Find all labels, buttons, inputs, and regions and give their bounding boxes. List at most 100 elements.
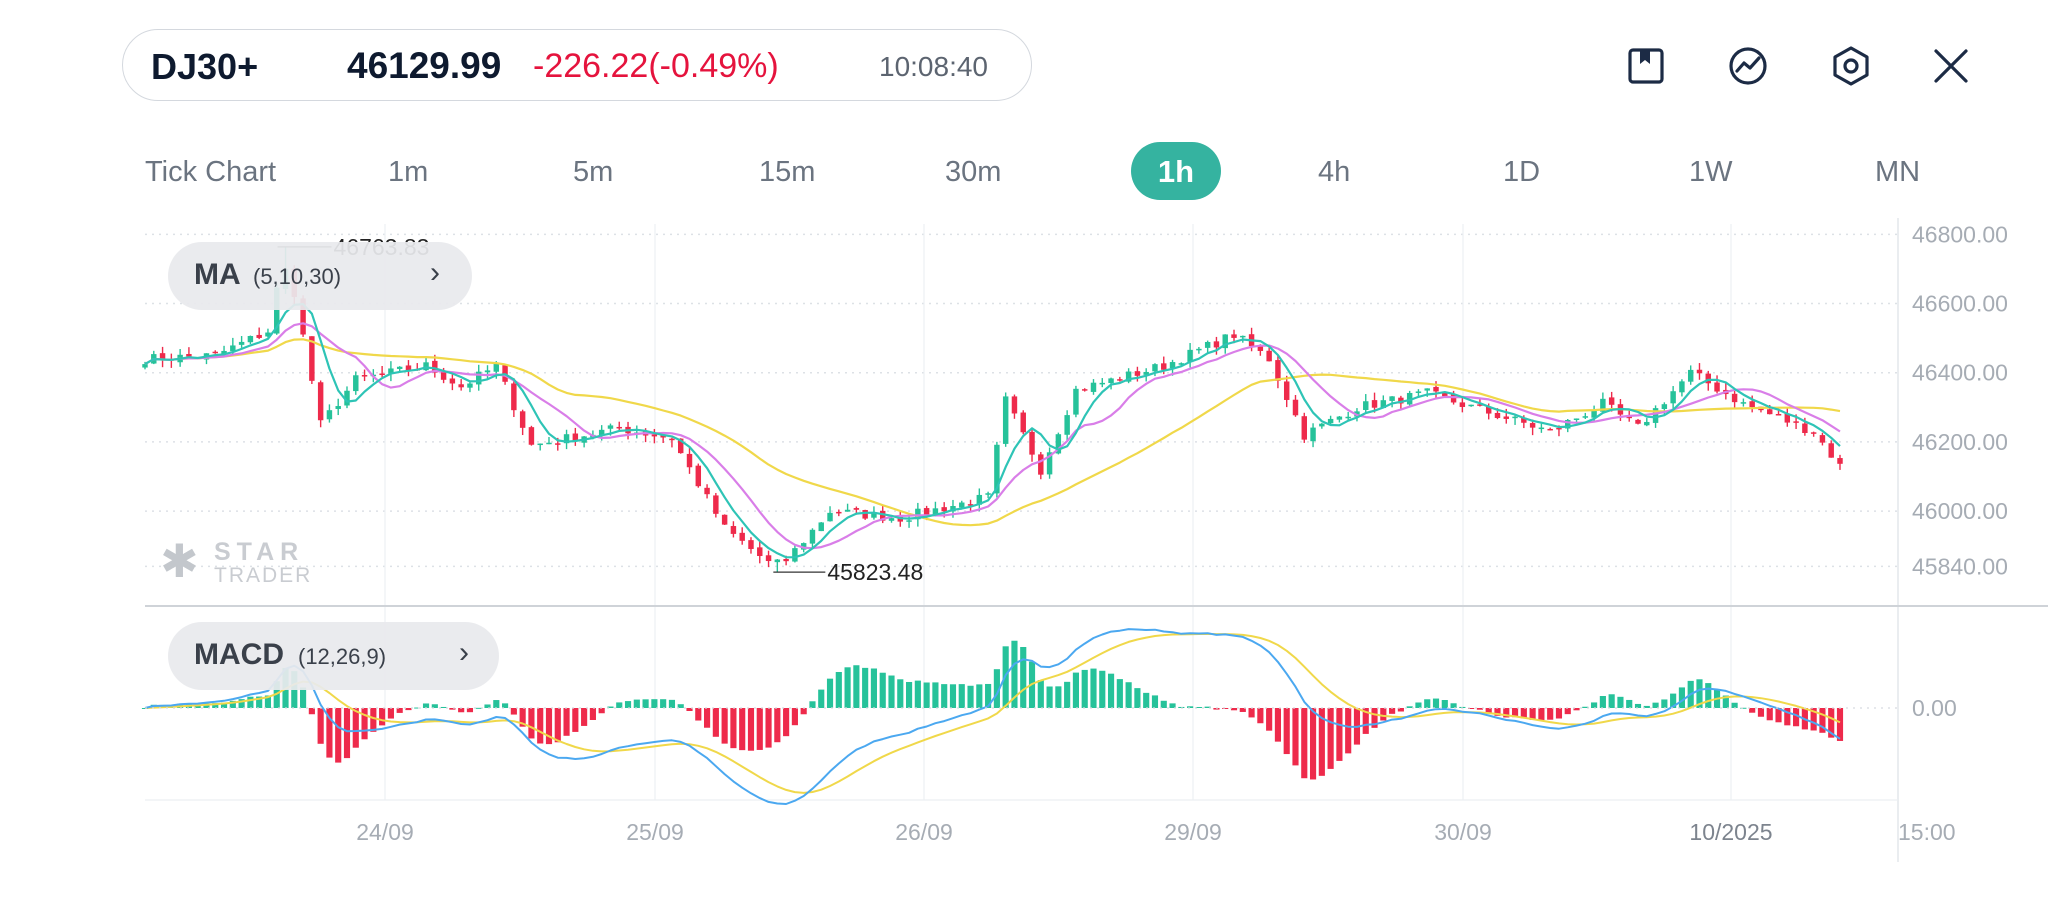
macd-histogram-bar — [712, 708, 719, 737]
tab-mn[interactable]: MN — [1875, 156, 1921, 188]
candle-body — [757, 547, 763, 557]
candle-body — [748, 540, 754, 549]
macd-histogram-bar — [589, 708, 596, 720]
candle-body — [230, 345, 236, 352]
macd-histogram-bar — [985, 683, 992, 708]
candle-body — [1793, 421, 1799, 423]
symbol-label[interactable]: DJ30+ — [151, 46, 259, 87]
candle-body — [300, 298, 306, 335]
macd-histogram-bar — [616, 702, 623, 708]
candle-body — [800, 543, 807, 550]
candle-body — [1038, 454, 1044, 475]
macd-histogram-bar — [387, 708, 394, 719]
settings-icon[interactable] — [1829, 44, 1873, 88]
candle-body — [1591, 410, 1597, 418]
macd-histogram-bar — [431, 704, 438, 708]
macd-histogram-bar — [1520, 708, 1527, 719]
macd-histogram-bar — [1239, 708, 1246, 712]
macd-indicator-button[interactable]: MACD (12,26,9) › — [168, 622, 499, 690]
tab-1m[interactable]: 1m — [388, 156, 429, 188]
candle-body — [563, 434, 570, 444]
candle-body — [1644, 421, 1650, 426]
candle-body — [739, 532, 745, 541]
tab-1h[interactable]: 1h — [1131, 142, 1221, 200]
candle-body — [651, 434, 658, 437]
macd-histogram-bar — [835, 671, 842, 708]
macd-histogram-bar — [581, 708, 588, 726]
macd-histogram-bar — [1441, 700, 1448, 708]
candle-body — [1143, 371, 1149, 375]
indicator-icon[interactable] — [1726, 44, 1770, 88]
tab-4h[interactable]: 4h — [1318, 156, 1351, 188]
macd-histogram-bar — [1626, 699, 1633, 708]
candle-body — [317, 382, 324, 421]
macd-histogram-bar — [343, 708, 351, 759]
candle-body — [1802, 423, 1808, 433]
candle-body — [1161, 363, 1167, 370]
candle-body — [1696, 369, 1703, 374]
candle-body — [1459, 402, 1466, 407]
candle-body — [221, 350, 227, 354]
macd-histogram-bar — [317, 708, 324, 744]
price-tick-label: 46000.00 — [1912, 498, 2008, 524]
candle-body — [792, 548, 798, 562]
candle-body — [704, 487, 710, 495]
candle-body — [519, 411, 526, 428]
candle-body — [1073, 388, 1079, 415]
close-icon[interactable] — [1929, 44, 1973, 88]
macd-histogram-bar — [396, 708, 403, 713]
macd-histogram-bar — [651, 699, 658, 708]
candle-body — [1310, 427, 1316, 442]
macd-histogram-bar — [308, 708, 315, 715]
macd-histogram-bar — [1274, 708, 1282, 742]
ma-params: (5,10,30) — [253, 264, 342, 289]
macd-histogram-bar — [686, 708, 693, 711]
macd-histogram-bar — [1432, 698, 1440, 708]
candle-body — [598, 429, 605, 436]
candle-body — [862, 510, 868, 519]
candle-body — [941, 507, 947, 512]
candle-body — [1477, 404, 1483, 406]
candle-body — [1204, 341, 1211, 348]
macd-histogram-bar — [1670, 693, 1677, 708]
tab-tick-chart[interactable]: Tick Chart — [145, 156, 277, 188]
macd-histogram-bar — [1547, 708, 1554, 720]
macd-histogram-bar — [747, 708, 755, 751]
macd-histogram-bar — [1731, 702, 1738, 708]
price-tick-label: 45840.00 — [1912, 553, 2008, 579]
macd-histogram-bar — [958, 684, 965, 708]
macd-histogram-bar — [1081, 669, 1088, 708]
candle-body — [1485, 406, 1492, 414]
candle-body — [976, 494, 983, 505]
macd-histogram-bar — [783, 708, 790, 737]
bookmark-icon[interactable] — [1624, 44, 1668, 88]
ma-indicator-button[interactable]: MA (5,10,30) › — [168, 242, 472, 310]
tab-30m[interactable]: 30m — [945, 156, 1002, 188]
tab-15m[interactable]: 15m — [759, 156, 816, 188]
macd-histogram-bar — [1151, 695, 1159, 708]
candle-body — [1582, 416, 1589, 418]
macd-histogram-bar — [1784, 708, 1791, 726]
macd-histogram-bar — [888, 675, 895, 708]
macd-histogram-bar — [1529, 708, 1536, 720]
candle-body — [1266, 350, 1272, 362]
macd-histogram-bar — [502, 703, 509, 708]
quote-time: 10:08:40 — [879, 51, 988, 82]
candle-body — [994, 444, 1000, 494]
candle-body — [1389, 396, 1395, 401]
macd-histogram-bar — [624, 701, 632, 708]
candle-body — [247, 336, 254, 343]
tab-5m[interactable]: 5m — [573, 156, 614, 188]
candle-body — [915, 508, 921, 520]
candle-body — [159, 353, 166, 361]
macd-histogram-bar — [1643, 705, 1650, 708]
macd-histogram-bar — [519, 708, 526, 727]
tab-1d[interactable]: 1D — [1503, 156, 1541, 188]
macd-histogram-bar — [642, 699, 649, 708]
candle-body — [765, 555, 772, 562]
candle-body — [537, 443, 543, 446]
tab-1w[interactable]: 1W — [1689, 156, 1733, 188]
candle-body — [923, 508, 930, 515]
macd-histogram-bar — [1389, 708, 1396, 714]
